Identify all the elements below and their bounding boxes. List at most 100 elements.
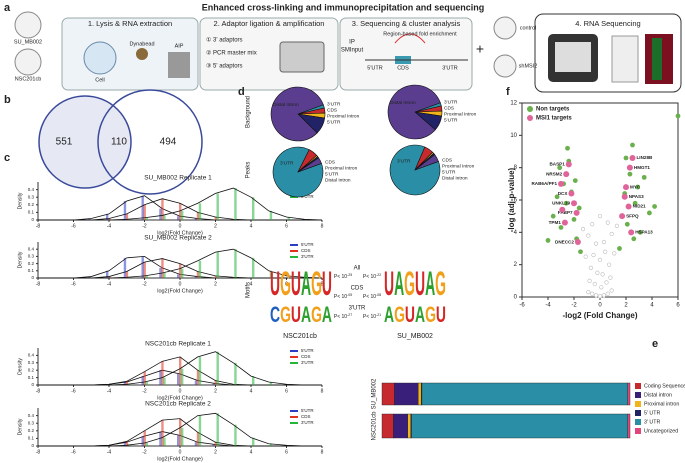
y-tick-label: 0.1 bbox=[28, 375, 35, 380]
legend-label: Proximal intron bbox=[644, 401, 679, 407]
pcr-icon bbox=[279, 41, 325, 73]
point bbox=[545, 238, 551, 243]
subplot-title: SU_MB002 Replicate 1 bbox=[144, 175, 212, 182]
density-line bbox=[38, 351, 322, 386]
track-label: SMInput bbox=[341, 48, 364, 54]
hist-bar bbox=[143, 262, 146, 278]
point bbox=[583, 254, 588, 259]
hist-bar bbox=[216, 193, 219, 220]
hist-bar bbox=[252, 437, 255, 446]
point bbox=[557, 165, 563, 171]
step-title: 4. RNA Sequencing bbox=[575, 19, 640, 28]
point bbox=[592, 281, 597, 287]
pie-label: 5'UTR bbox=[325, 171, 339, 177]
hist-bar bbox=[181, 210, 184, 220]
x-tick-label: 8 bbox=[321, 388, 324, 394]
hist-bar bbox=[252, 197, 255, 220]
point bbox=[558, 180, 564, 187]
y-tick-label: 0.1 bbox=[28, 268, 35, 273]
hist-bar bbox=[127, 445, 131, 446]
pie-label: Distal Intron bbox=[325, 177, 351, 183]
stacked-bar bbox=[407, 413, 411, 439]
hist-bar bbox=[106, 213, 109, 220]
stacked-bar bbox=[393, 413, 408, 439]
p-value: P< 10-08 bbox=[363, 293, 381, 300]
legend-label: MSI1 targets bbox=[536, 116, 572, 122]
hist-bar bbox=[177, 274, 180, 278]
pie-label: Proximal Intron bbox=[327, 113, 360, 119]
hist-bar bbox=[127, 219, 131, 220]
point bbox=[558, 225, 564, 230]
panel-label: f bbox=[506, 86, 510, 98]
point bbox=[563, 200, 569, 206]
gene-label: NRSM2 bbox=[546, 171, 563, 176]
hist-bar bbox=[198, 203, 202, 220]
y-tick-label: 8 bbox=[514, 165, 518, 171]
x-tick-label: 6 bbox=[285, 223, 288, 229]
point bbox=[623, 184, 629, 191]
enrichment-curve bbox=[394, 33, 426, 44]
legend-label: Non targets bbox=[536, 107, 570, 113]
hist-bar bbox=[145, 217, 148, 220]
step-title: 1. Lysis & RNA extraction bbox=[88, 19, 172, 28]
point bbox=[600, 272, 605, 277]
gene-label: HSPA13 bbox=[635, 230, 653, 235]
panel-label: c bbox=[4, 152, 10, 164]
x-tick-label: 8 bbox=[321, 281, 324, 287]
point bbox=[599, 285, 604, 290]
legend-label: 3'UTR bbox=[301, 360, 314, 365]
pie-label: CDS bbox=[444, 105, 454, 111]
hist-bar bbox=[125, 271, 129, 278]
hist-bar bbox=[198, 260, 202, 278]
hist-bar bbox=[181, 368, 184, 385]
hist-bar bbox=[212, 383, 215, 385]
x-tick-label: 8 bbox=[321, 449, 324, 455]
x-axis-label: log2(Fold Change) bbox=[157, 395, 203, 401]
y-axis-label: Density bbox=[17, 192, 23, 209]
y-tick-label: 0 bbox=[31, 443, 34, 448]
pie-label: 3'UTR bbox=[280, 161, 294, 167]
x-axis-label: log2(Fold Change) bbox=[157, 230, 203, 236]
stacked-bar bbox=[627, 382, 631, 406]
hist-bar bbox=[177, 435, 180, 446]
y-axis-label: Density bbox=[17, 358, 23, 375]
step-title: 2. Adaptor ligation & amplification bbox=[214, 19, 325, 28]
y-tick-label: 0 bbox=[31, 382, 34, 387]
point bbox=[597, 257, 603, 262]
panel-label: b bbox=[4, 94, 11, 106]
point bbox=[623, 155, 629, 161]
hist-bar bbox=[214, 216, 217, 220]
point bbox=[608, 275, 613, 280]
hist-bar bbox=[196, 432, 200, 446]
hist-bar bbox=[161, 258, 164, 278]
y-tick-label: 6 bbox=[514, 198, 518, 204]
pie-label: 3'UTR bbox=[444, 99, 458, 105]
y-tick-label: 10 bbox=[510, 133, 517, 139]
dish-icon bbox=[14, 48, 42, 76]
x-tick-label: 4 bbox=[250, 388, 253, 394]
legend-label: 3'UTR bbox=[301, 254, 314, 259]
hist-bar bbox=[141, 195, 144, 220]
x-tick-label: -4 bbox=[107, 223, 112, 229]
gene-label: DNECC2 bbox=[555, 239, 574, 244]
hist-bar bbox=[196, 370, 200, 385]
point bbox=[601, 239, 607, 245]
x-tick-label: 6 bbox=[285, 281, 288, 287]
legend-label: 3'UTR bbox=[301, 194, 314, 199]
hist-bar bbox=[198, 356, 202, 385]
hist-bar bbox=[145, 382, 148, 385]
x-tick-label: -2 bbox=[142, 388, 147, 394]
point bbox=[624, 221, 630, 227]
pie-label: 5'UTR bbox=[327, 119, 341, 125]
stacked-bar bbox=[418, 382, 422, 406]
hist-bar bbox=[123, 382, 127, 385]
x-tick-label: 0 bbox=[598, 303, 602, 309]
legend-label: 3'UTR bbox=[301, 420, 314, 425]
point bbox=[576, 205, 582, 211]
point bbox=[565, 145, 570, 151]
x-tick-label: -8 bbox=[36, 449, 41, 455]
hist-bar bbox=[252, 257, 255, 278]
point bbox=[604, 280, 609, 285]
step-title: 3. Sequencing & cluster analysis bbox=[352, 19, 461, 28]
point bbox=[571, 200, 577, 207]
